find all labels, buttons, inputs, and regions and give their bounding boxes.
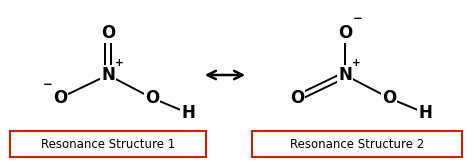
Text: −: −	[353, 12, 363, 25]
Text: +: +	[352, 58, 361, 68]
Text: O: O	[290, 89, 304, 107]
Text: O: O	[53, 89, 67, 107]
Text: Resonance Structure 2: Resonance Structure 2	[290, 138, 424, 150]
Text: N: N	[338, 66, 352, 84]
Text: O: O	[382, 89, 396, 107]
Text: O: O	[145, 89, 159, 107]
Text: O: O	[338, 24, 352, 42]
Bar	[252, 131, 462, 157]
Text: N: N	[101, 66, 115, 84]
Text: O: O	[101, 24, 115, 42]
Bar	[10, 131, 206, 157]
Text: H: H	[181, 104, 195, 122]
Text: −: −	[43, 78, 53, 91]
Text: Resonance Structure 1: Resonance Structure 1	[41, 138, 175, 150]
Text: +: +	[115, 58, 124, 68]
Text: H: H	[418, 104, 432, 122]
